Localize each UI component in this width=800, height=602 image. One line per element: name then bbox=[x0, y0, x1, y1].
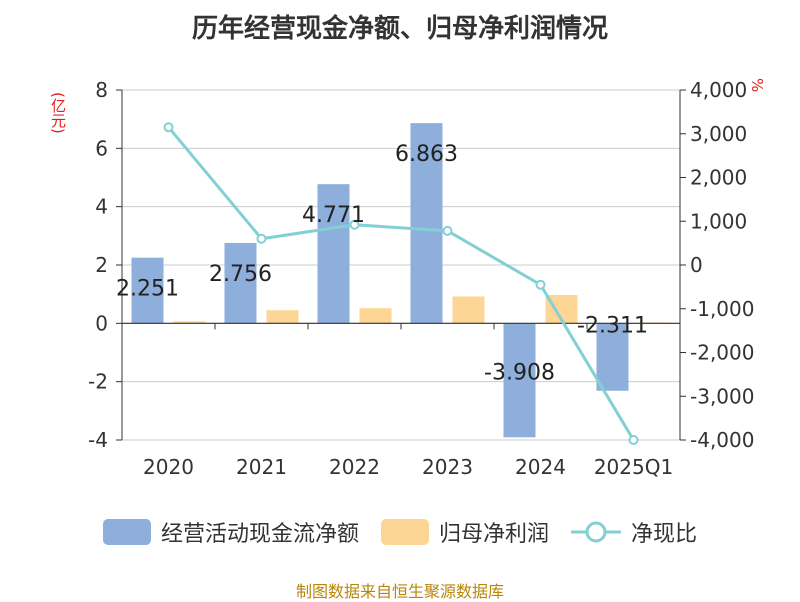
legend: 经营活动现金流净额 归母净利润 净现比 bbox=[0, 516, 800, 548]
right-axis-tick-label: 0 bbox=[690, 253, 703, 277]
data-label-cash-2025Q1: -2.311 bbox=[577, 314, 648, 339]
right-axis-tick-label: -4,000 bbox=[690, 428, 754, 452]
left-axis-tick-label: -4 bbox=[88, 428, 108, 452]
legend-item-cash[interactable]: 经营活动现金流净额 bbox=[102, 516, 359, 548]
x-tick-label: 2022 bbox=[329, 455, 380, 479]
bar-profit-2022 bbox=[359, 308, 392, 324]
bar-profit-2020 bbox=[173, 321, 206, 324]
data-label-cash-2023: 6.863 bbox=[395, 142, 458, 167]
ratio-line bbox=[167, 126, 635, 441]
right-axis-tick-label: 3,000 bbox=[690, 122, 747, 146]
data-label-cash-2024: -3.908 bbox=[484, 360, 555, 385]
source-note: 制图数据来自恒生聚源数据库 bbox=[295, 582, 504, 601]
ratio-point-2020 bbox=[163, 122, 174, 133]
ratio-point-2021 bbox=[256, 233, 267, 244]
left-axis-tick-label: 0 bbox=[95, 311, 108, 335]
right-axis-tick-label: 2,000 bbox=[690, 166, 747, 190]
legend-swatch-cash bbox=[102, 519, 151, 545]
x-tick-label: 2024 bbox=[515, 455, 566, 479]
left-axis-tick-label: 8 bbox=[95, 78, 108, 102]
legend-label-profit: 归母净利润 bbox=[438, 522, 549, 547]
right-axis-tick-label: -1,000 bbox=[690, 297, 754, 321]
ratio-point-2024 bbox=[535, 279, 546, 290]
legend-item-profit[interactable]: 归母净利润 bbox=[380, 516, 549, 548]
x-tick-label: 2021 bbox=[236, 455, 287, 479]
left-axis-tick-label: 4 bbox=[95, 195, 108, 219]
legend-label-cash: 经营活动现金流净额 bbox=[160, 522, 359, 547]
x-tick-label: 2025Q1 bbox=[594, 455, 673, 479]
data-label-cash-2021: 2.756 bbox=[209, 262, 272, 287]
bar-cash-2020 bbox=[131, 257, 164, 324]
ratio-point-2022 bbox=[349, 219, 360, 230]
left-axis-tick-label: -2 bbox=[88, 370, 108, 394]
bar-cash-2021 bbox=[224, 242, 257, 324]
right-axis-tick-label: 1,000 bbox=[690, 209, 747, 233]
left-axis-tick-label: 2 bbox=[95, 253, 108, 277]
data-label-cash-2022: 4.771 bbox=[302, 203, 365, 228]
bar-cash-2024 bbox=[503, 323, 536, 438]
left-axis-unit: (亿元) bbox=[49, 92, 67, 134]
right-axis-tick-label: -3,000 bbox=[690, 384, 754, 408]
bar-cash-2025Q1 bbox=[596, 323, 629, 391]
chart-title: 历年经营现金净额、归母净利润情况 bbox=[191, 14, 608, 44]
legend-label-ratio: 净现比 bbox=[631, 522, 698, 547]
legend-item-ratio[interactable]: 净现比 bbox=[571, 516, 697, 548]
x-tick-label: 2023 bbox=[422, 455, 473, 479]
bar-profit-2021 bbox=[266, 310, 299, 324]
data-label-cash-2020: 2.251 bbox=[116, 277, 179, 302]
ratio-point-2023 bbox=[442, 225, 453, 236]
legend-swatch-profit bbox=[380, 519, 429, 545]
x-tick-label: 2020 bbox=[143, 455, 194, 479]
right-axis-unit: % bbox=[748, 78, 766, 93]
bar-profit-2023 bbox=[452, 296, 485, 324]
ratio-point-2025Q1 bbox=[628, 435, 639, 445]
right-axis-tick-label: 4,000 bbox=[690, 78, 747, 102]
right-axis-tick-label: -2,000 bbox=[690, 341, 754, 365]
legend-swatch-ratio bbox=[571, 521, 621, 543]
bar-cash-2022 bbox=[317, 184, 350, 324]
left-axis-tick-label: 6 bbox=[95, 136, 108, 160]
bar-cash-2023 bbox=[410, 123, 443, 324]
